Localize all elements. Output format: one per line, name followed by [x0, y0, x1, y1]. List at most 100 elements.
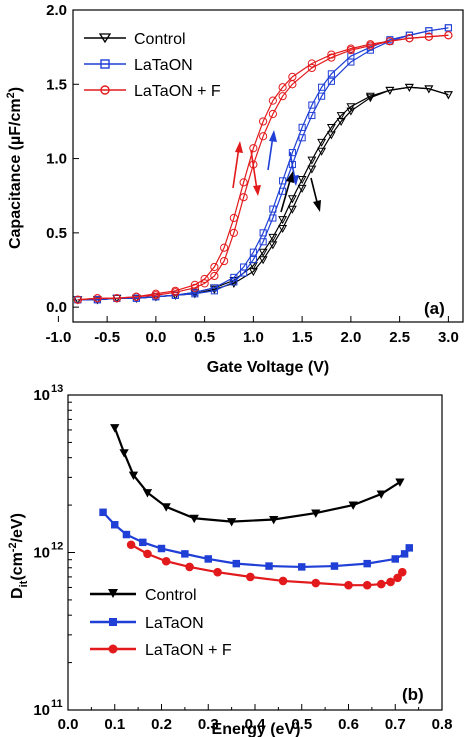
y-tick-label: 2.0: [46, 2, 67, 19]
data-point: [268, 233, 278, 242]
series-group-a: [73, 24, 453, 305]
data-point: [278, 225, 288, 234]
x-tick-label: 3.0: [438, 329, 459, 346]
x-tick-label: 1.0: [243, 329, 264, 346]
data-point: [344, 580, 353, 590]
x-tick-label: 0.2: [151, 716, 172, 733]
data-point: [220, 256, 229, 266]
data-point: [157, 544, 166, 553]
series-line-reverse: [77, 86, 449, 301]
data-point: [161, 503, 171, 512]
data-point: [327, 70, 335, 78]
data-point: [397, 567, 407, 577]
x-tick-label: 0.3: [198, 716, 219, 733]
data-point: [278, 92, 287, 101]
series-0: [73, 83, 453, 305]
data-point: [229, 213, 238, 223]
data-point: [346, 103, 356, 112]
legend-item-latаon: LaTaON: [84, 57, 193, 74]
data-point: [298, 563, 306, 571]
data-point: [258, 248, 268, 257]
data-point: [362, 580, 372, 590]
data-point: [226, 518, 237, 527]
data-point: [308, 111, 316, 120]
data-point: [122, 530, 131, 539]
y-tick-label: 1.0: [46, 151, 67, 168]
data-point: [297, 184, 307, 193]
data-point: [307, 165, 317, 174]
data-point: [376, 490, 386, 499]
data-point: [288, 72, 297, 81]
legend-b: Control LaTaON LaTaON + F: [90, 587, 232, 659]
legend-marker-circle: [100, 85, 110, 95]
data-point: [161, 556, 171, 566]
series-0: [110, 424, 405, 527]
data-point: [171, 286, 180, 295]
data-point: [346, 44, 355, 53]
x-tick-label: -1.0: [45, 329, 71, 346]
data-point: [210, 271, 219, 281]
x-tick-label: 0.5: [194, 329, 215, 346]
legend-label: Control: [145, 587, 197, 604]
data-point: [307, 59, 316, 68]
legend-item-control: Control: [90, 587, 197, 604]
x-tick-label: 1.5: [292, 329, 313, 346]
data-point: [191, 288, 199, 296]
data-point: [424, 85, 434, 94]
data-point: [143, 549, 152, 559]
data-point: [297, 175, 307, 185]
sweep-arrow-down-red: [250, 149, 261, 196]
series-group-b: [99, 424, 414, 590]
legend-item-lataon-f: LaTaON + F: [90, 642, 232, 659]
series-line-reverse: [77, 34, 449, 301]
legend-marker-triangle: [98, 33, 112, 44]
data-point: [400, 550, 409, 558]
data-point: [230, 278, 238, 286]
data-point: [249, 256, 257, 264]
data-point: [185, 562, 194, 572]
y-tick-exponent: 12: [51, 541, 63, 553]
data-point: [269, 515, 279, 525]
data-point: [365, 94, 375, 103]
data-point: [259, 117, 268, 126]
data-point: [142, 489, 153, 498]
series-1: [99, 508, 414, 571]
data-point: [385, 37, 394, 46]
data-point: [210, 284, 218, 292]
data-point: [278, 216, 288, 225]
x-tick-label: 0.1: [104, 716, 125, 733]
data-point: [311, 509, 321, 518]
data-point: [298, 123, 306, 131]
data-point: [307, 63, 316, 73]
series-line-reverse: [77, 27, 449, 301]
data-point: [346, 107, 356, 116]
legend-item-lataon: LaTaON: [90, 615, 204, 632]
x-tick-label: -0.5: [94, 329, 120, 346]
panel-label-b: (b): [402, 685, 424, 704]
data-point: [259, 229, 267, 237]
data-point: [391, 555, 399, 563]
data-point: [246, 572, 255, 582]
data-point: [128, 471, 139, 480]
y-tick-label: 1.5: [46, 76, 67, 93]
legend-item-control: Control: [84, 31, 186, 48]
sweep-arrow-up-blue: [267, 130, 277, 171]
data-point: [336, 112, 346, 121]
x-tick-label: 0.5: [291, 716, 312, 733]
data-point: [405, 544, 414, 552]
y-tick-label: 0.5: [46, 225, 67, 242]
data-point: [200, 274, 209, 284]
x-tick-label: 0.6: [338, 716, 359, 733]
data-point: [230, 273, 238, 281]
x-tick-label: 0.7: [385, 716, 406, 733]
plot-frame-a: [72, 9, 464, 323]
data-point: [249, 144, 258, 153]
sweep-arrow-down-black: [310, 177, 321, 212]
series-line: [113, 427, 401, 523]
y-tick-exponent: 11: [51, 698, 63, 710]
data-point: [268, 109, 277, 119]
x-tick-label: 2.5: [389, 329, 410, 346]
y-tick-label: 10: [33, 702, 50, 719]
data-point: [318, 92, 326, 100]
